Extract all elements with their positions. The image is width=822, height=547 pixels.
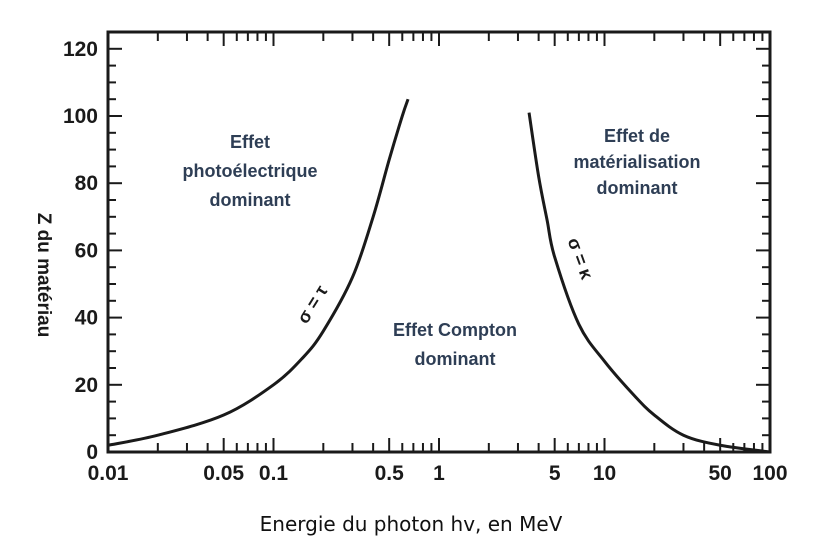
x-tick-label: 1 <box>433 462 445 485</box>
region-annotation-line: dominant <box>210 190 291 210</box>
region-annotation-line: matérialisation <box>573 152 700 172</box>
y-tick-label: 80 <box>75 172 98 195</box>
x-tick-label: 5 <box>549 462 561 485</box>
x-tick-label: 0.1 <box>259 462 289 485</box>
x-tick-label: 0.5 <box>375 462 405 485</box>
y-tick-label: 0 <box>86 441 98 464</box>
y-axis-title: Z du matériau <box>33 213 54 338</box>
x-tick-label: 0.01 <box>88 462 129 485</box>
y-tick-label: 20 <box>75 374 98 397</box>
x-tick-label: 100 <box>752 462 787 485</box>
region-annotation-line: Effet <box>230 132 270 152</box>
region-annotation-line: Effet de <box>604 126 670 146</box>
x-tick-label: 0.05 <box>203 462 244 485</box>
region-annotation-line: Effet Compton <box>393 320 517 340</box>
region-annotation-line: photoélectrique <box>182 161 317 181</box>
y-tick-label: 120 <box>63 38 98 61</box>
x-tick-label: 50 <box>708 462 731 485</box>
region-annotation-line: dominant <box>415 349 496 369</box>
series-line-sigma-kappa <box>527 112 771 454</box>
x-axis-title: Energie du photon hv, en MeV <box>260 512 563 536</box>
y-tick-label: 100 <box>63 105 98 128</box>
region-annotation-line: dominant <box>597 178 678 198</box>
x-tick-label: 10 <box>593 462 616 485</box>
series-line-sigma-tau <box>107 98 410 447</box>
y-tick-label: 60 <box>75 239 98 262</box>
y-tick-label: 40 <box>75 307 98 330</box>
